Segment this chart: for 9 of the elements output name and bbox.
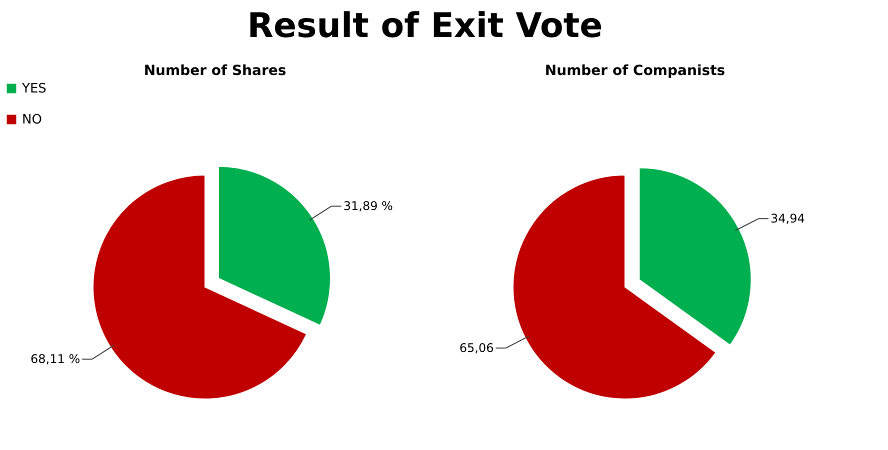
chart-title: Result of Exit Vote xyxy=(247,6,603,46)
legend-label: NO xyxy=(22,112,42,128)
data-label: 31,89 % xyxy=(343,199,393,214)
legend-label: YES xyxy=(21,82,46,96)
data-label: 68,11 % xyxy=(30,352,80,366)
data-label: 34,94 xyxy=(770,212,805,226)
data-label: 65,06 xyxy=(459,341,494,356)
chart-subtitle: Number of Shares xyxy=(144,63,286,79)
chart-subtitle: Number of Companists xyxy=(544,63,726,79)
